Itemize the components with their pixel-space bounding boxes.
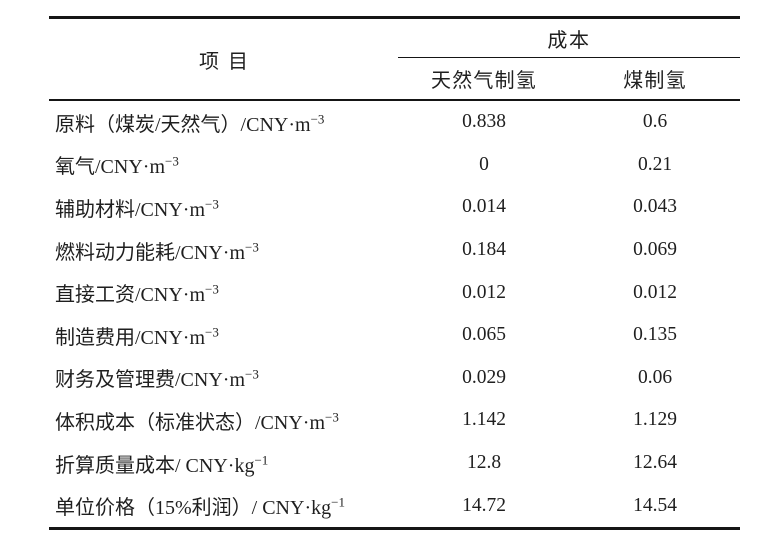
- table-row: 财务及管理费/CNY·m−3 0.029 0.06: [49, 357, 740, 400]
- header-row-spanner: 项目 成本: [49, 17, 741, 101]
- hydrogen-cost-table: 项目 成本 天然气制氢 煤制氢 原料（煤炭/天然气）/CNY·m−3 0.838…: [49, 16, 741, 530]
- coal-value: 0.012: [633, 281, 677, 303]
- unit-exponent: −3: [325, 409, 339, 425]
- row-item-label: 辅助材料/CNY·m−3: [49, 186, 398, 229]
- table-body: 原料（煤炭/天然气）/CNY·m−3 0.838 0.6 氧气/CNY·m−3 …: [49, 100, 740, 528]
- natural-gas-value: 0.184: [462, 239, 506, 261]
- column-header-coal: 煤制氢: [570, 57, 741, 101]
- unit-exponent: −3: [205, 196, 219, 212]
- coal-value: 0.06: [637, 366, 673, 388]
- natural-gas-value: 0: [479, 153, 489, 175]
- natural-gas-value: 0.014: [462, 196, 506, 218]
- unit-exponent: −1: [254, 451, 269, 467]
- unit-exponent: −3: [310, 111, 325, 127]
- unit-exponent: −3: [205, 281, 219, 297]
- row-item-label: 氧气/CNY·m−3: [49, 144, 398, 187]
- natural-gas-value: 14.72: [462, 494, 506, 516]
- row-item-label-text: 燃料动力能耗/CNY·m: [55, 241, 245, 264]
- natural-gas-value: 0.029: [462, 366, 506, 388]
- table-row: 体积成本（标准状态）/CNY·m−3 1.142 1.129: [49, 399, 740, 442]
- natural-gas-value: 0.065: [462, 324, 506, 346]
- natural-gas-value: 0.838: [462, 111, 506, 133]
- row-item-label-text: 原料（煤炭/天然气）/CNY·m: [55, 113, 311, 136]
- unit-exponent: −3: [205, 324, 219, 340]
- row-item-label-text: 单位价格（15%利润）/ CNY·kg: [55, 497, 332, 520]
- column-header-cost-spanner: 成本: [398, 17, 741, 58]
- column-header-natural-gas: 天然气制氢: [398, 57, 570, 101]
- unit-exponent: −3: [165, 153, 179, 169]
- unit-exponent: −3: [245, 366, 259, 382]
- table-row: 折算质量成本/ CNY·kg−1 12.8 12.64: [49, 442, 740, 485]
- table-header: 项目 成本 天然气制氢 煤制氢: [49, 17, 741, 101]
- unit-exponent: −1: [331, 494, 345, 510]
- natural-gas-value: 1.142: [462, 409, 506, 431]
- table-row: 制造费用/CNY·m−3 0.065 0.135: [49, 314, 740, 357]
- coal-value: 12.64: [633, 452, 677, 474]
- row-item-label-text: 直接工资/CNY·m: [55, 284, 205, 307]
- column-header-item: 项目: [49, 17, 398, 101]
- row-item-label: 单位价格（15%利润）/ CNY·kg−1: [49, 484, 398, 528]
- natural-gas-value: 0.012: [462, 281, 506, 303]
- coal-value: 0.043: [633, 196, 677, 218]
- row-item-label-text: 辅助材料/CNY·m: [55, 198, 205, 221]
- coal-value: 1.129: [633, 409, 677, 431]
- row-item-label-text: 体积成本（标准状态）/CNY·m: [55, 411, 325, 434]
- row-item-label: 制造费用/CNY·m−3: [49, 314, 398, 357]
- row-item-label: 原料（煤炭/天然气）/CNY·m−3: [49, 100, 398, 144]
- table-row: 原料（煤炭/天然气）/CNY·m−3 0.838 0.6: [49, 100, 740, 144]
- unit-exponent: −3: [245, 238, 259, 254]
- row-item-label-text: 制造费用/CNY·m: [55, 326, 205, 349]
- row-item-label: 燃料动力能耗/CNY·m−3: [49, 229, 398, 272]
- row-item-label-text: 财务及管理费/CNY·m: [55, 369, 245, 392]
- coal-value: 0.069: [633, 239, 677, 261]
- coal-value: 14.54: [633, 494, 677, 516]
- header-row-subcolumns: 天然气制氢 煤制氢: [49, 57, 741, 101]
- table-row: 燃料动力能耗/CNY·m−3 0.184 0.069: [49, 229, 740, 272]
- table-row: 氧气/CNY·m−3 0 0.21: [49, 144, 740, 187]
- row-item-label-text: 折算质量成本/ CNY·kg: [55, 454, 255, 477]
- coal-value: 0.6: [642, 111, 668, 133]
- table-row: 辅助材料/CNY·m−3 0.014 0.043: [49, 186, 740, 229]
- table-row: 单位价格（15%利润）/ CNY·kg−1 14.72 14.54: [49, 484, 740, 528]
- natural-gas-value: 12.8: [466, 452, 502, 474]
- row-item-label: 体积成本（标准状态）/CNY·m−3: [49, 399, 398, 442]
- row-item-label: 直接工资/CNY·m−3: [49, 271, 398, 314]
- coal-value: 0.21: [637, 153, 673, 175]
- row-item-label: 财务及管理费/CNY·m−3: [49, 357, 398, 400]
- row-item-label: 折算质量成本/ CNY·kg−1: [49, 442, 398, 485]
- row-item-label-text: 氧气/CNY·m: [55, 156, 165, 179]
- table-row: 直接工资/CNY·m−3 0.012 0.012: [49, 271, 740, 314]
- coal-value: 0.135: [633, 324, 677, 346]
